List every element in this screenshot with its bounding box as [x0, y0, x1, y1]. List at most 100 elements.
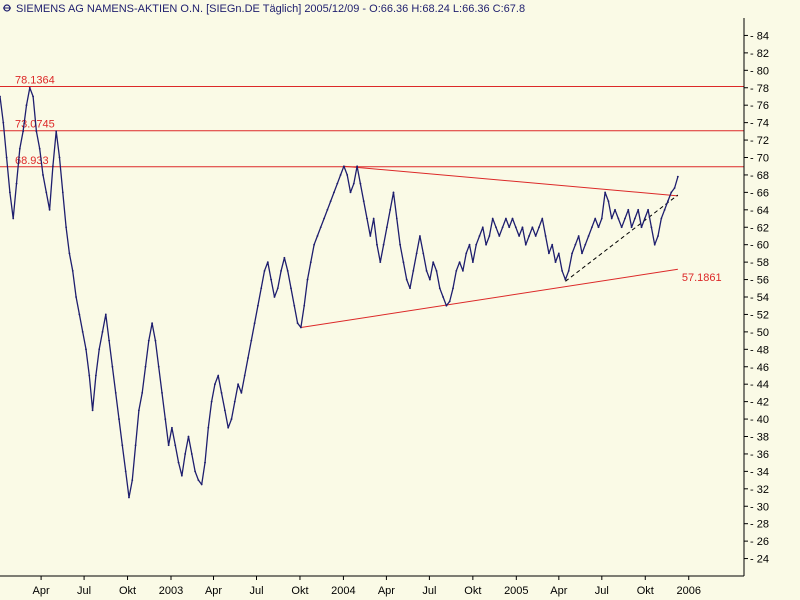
price-point-203: [670, 191, 673, 194]
level-label-0: 78.1364: [15, 75, 55, 87]
price-point-157: [518, 235, 521, 237]
price-point-150: [495, 226, 497, 229]
y-tick-label-18: - 60: [750, 240, 769, 252]
price-point-31: [101, 330, 104, 333]
price-point-60: [197, 479, 200, 481]
y-tick-label-2: - 28: [750, 519, 769, 531]
y-tick-label-28: - 80: [750, 65, 769, 77]
price-point-175: [577, 235, 580, 237]
price-point-167: [551, 243, 554, 246]
price-point-180: [594, 217, 597, 220]
price-point-83: [273, 296, 276, 298]
x-tick-label-4: Apr: [205, 585, 222, 597]
price-point-118: [389, 208, 392, 211]
price-point-0: [0, 95, 1, 98]
axes: - 24 - 26 - 28 - 30 - 32 - 34 - 36 - 38 - 40 - 42…: [0, 18, 769, 597]
price-point-42: [137, 409, 140, 412]
price-point-198: [653, 243, 656, 246]
price-point-158: [521, 226, 524, 229]
price-point-134: [442, 296, 444, 298]
price-point-41: [134, 444, 137, 447]
price-point-143: [471, 261, 474, 264]
price-point-21: [68, 252, 71, 255]
price-point-64: [210, 400, 213, 403]
x-tick-label-6: Okt: [291, 585, 308, 597]
price-point-172: [567, 269, 570, 272]
price-point-61: [200, 483, 203, 486]
trend-lines: 57.1861: [300, 165, 722, 329]
x-tick-label-1: Jul: [77, 585, 91, 597]
price-point-59: [194, 470, 196, 473]
price-point-7: [22, 130, 25, 133]
price-point-170: [561, 269, 564, 272]
level-label-2: 68.933: [15, 155, 49, 167]
price-point-117: [385, 226, 388, 229]
chart-menu-icon[interactable]: [3, 4, 11, 12]
y-tick-label-10: - 44: [750, 379, 769, 391]
price-point-195: [643, 217, 646, 220]
y-tick-label-17: - 58: [750, 257, 769, 269]
price-point-23: [75, 296, 77, 298]
price-point-11: [35, 130, 38, 133]
price-point-29: [94, 374, 97, 377]
price-point-144: [475, 243, 478, 246]
price-point-136: [448, 300, 451, 303]
price-point-146: [481, 226, 484, 229]
y-tick-label-13: - 50: [750, 327, 769, 339]
price-point-91: [300, 326, 302, 329]
y-tick-label-23: - 70: [750, 153, 769, 165]
price-point-35: [114, 392, 117, 394]
y-tick-label-22: - 68: [750, 170, 769, 182]
price-point-108: [356, 165, 359, 168]
price-point-147: [485, 243, 487, 246]
price-point-2: [5, 156, 8, 159]
price-point-162: [534, 235, 537, 237]
trend-label-0: 57.1861: [682, 272, 722, 284]
price-point-202: [667, 200, 669, 202]
price-point-103: [339, 174, 342, 176]
price-point-166: [548, 252, 550, 255]
price-point-201: [663, 208, 666, 211]
price-point-114: [376, 243, 378, 246]
x-tick-label-2: Okt: [119, 585, 136, 597]
price-point-96: [316, 235, 319, 237]
y-tick-label-7: - 38: [750, 432, 769, 444]
price-point-137: [452, 287, 454, 290]
price-point-80: [263, 269, 266, 272]
price-point-58: [190, 453, 193, 455]
price-point-28: [91, 409, 94, 412]
price-point-182: [600, 217, 603, 220]
price-point-131: [432, 261, 435, 264]
trend-line-2: [565, 194, 679, 282]
price-point-77: [253, 322, 256, 325]
price-point-197: [650, 226, 653, 229]
price-point-130: [428, 278, 431, 281]
price-point-84: [276, 287, 279, 290]
price-point-74: [243, 374, 246, 377]
price-point-69: [227, 426, 230, 429]
price-point-192: [633, 217, 636, 220]
price-point-87: [286, 269, 289, 272]
x-tick-label-3: 2003: [159, 585, 183, 597]
price-point-115: [379, 261, 382, 264]
price-point-9: [28, 86, 31, 89]
price-point-178: [587, 235, 590, 237]
price-point-179: [590, 226, 593, 229]
price-point-105: [346, 174, 349, 176]
price-point-53: [174, 444, 177, 447]
price-point-119: [392, 191, 395, 194]
price-point-100: [329, 200, 332, 202]
price-point-139: [458, 261, 461, 264]
price-point-101: [333, 191, 335, 194]
price-point-93: [306, 278, 309, 281]
price-point-116: [382, 243, 385, 246]
chart-header: SIEMENS AG NAMENS-AKTIEN O.N. [SIEGn.DE …: [3, 3, 525, 15]
price-point-37: [121, 444, 124, 447]
price-point-154: [508, 226, 511, 229]
price-point-138: [455, 269, 458, 272]
price-point-145: [478, 235, 481, 237]
x-tick-label-7: 2004: [331, 585, 355, 597]
price-point-129: [425, 269, 428, 272]
